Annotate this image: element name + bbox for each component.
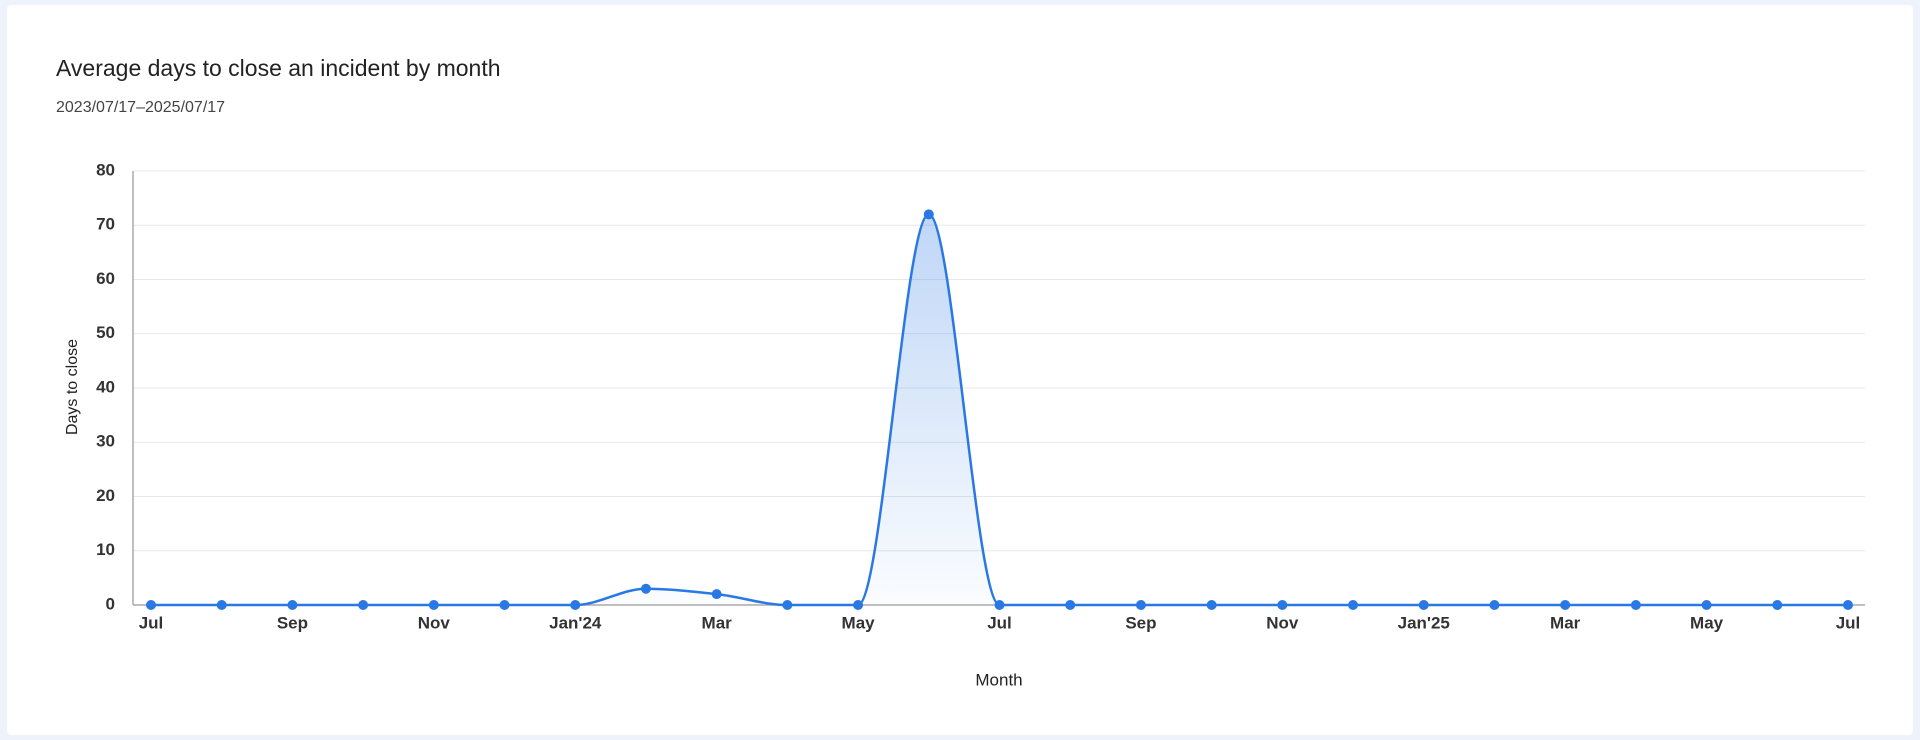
point	[1701, 600, 1712, 610]
point	[1418, 600, 1429, 610]
chart-subtitle: 2023/07/17–2025/07/17	[56, 99, 225, 116]
point	[146, 600, 156, 610]
point	[1277, 600, 1288, 610]
y-tick-label: 20	[96, 486, 115, 505]
y-axis-label: Days to close	[64, 339, 81, 435]
point	[1630, 600, 1641, 610]
point	[853, 600, 864, 610]
point	[287, 600, 298, 610]
y-tick-label: 0	[106, 594, 115, 613]
y-tick-label: 70	[96, 215, 115, 234]
x-tick-label: Mar	[702, 613, 733, 632]
x-axis-label: Month	[975, 670, 1022, 689]
y-tick-label: 80	[96, 160, 115, 179]
point	[994, 600, 1005, 610]
point	[570, 600, 581, 610]
area	[151, 214, 1848, 605]
point	[216, 600, 227, 610]
x-tick-label: May	[1690, 613, 1724, 632]
point	[1772, 600, 1783, 610]
x-tick-label: Jul	[1836, 613, 1861, 632]
y-tick-label: 60	[96, 269, 115, 288]
point	[1560, 600, 1571, 610]
y-tick-label: 30	[96, 432, 115, 451]
point	[428, 600, 439, 610]
point	[1135, 600, 1146, 610]
x-tick-label: Sep	[1125, 613, 1156, 632]
point	[711, 589, 722, 600]
point	[358, 600, 369, 610]
x-tick-label: Jan'25	[1398, 613, 1450, 632]
point	[1206, 600, 1217, 610]
x-tick-label: Sep	[277, 613, 308, 632]
point	[782, 600, 793, 610]
x-tick-label: Nov	[1266, 613, 1299, 632]
x-tick-label: Mar	[1550, 613, 1581, 632]
y-tick-label: 10	[96, 540, 115, 559]
x-tick-label: May	[842, 613, 876, 632]
point	[1843, 600, 1853, 610]
chart-title: Average days to close an incident by mon…	[56, 55, 501, 81]
x-tick-label: Nov	[418, 613, 451, 632]
x-tick-label: Jan'24	[549, 613, 602, 632]
point	[923, 209, 934, 220]
point	[499, 600, 510, 610]
y-tick-label: 50	[96, 323, 115, 342]
x-tick-label: Jul	[987, 613, 1012, 632]
point	[1489, 600, 1500, 610]
point	[1348, 600, 1359, 610]
x-tick-label: Jul	[139, 613, 164, 632]
y-tick-label: 40	[96, 377, 115, 396]
point	[1065, 600, 1076, 610]
line	[151, 213, 1849, 607]
point	[640, 583, 651, 594]
